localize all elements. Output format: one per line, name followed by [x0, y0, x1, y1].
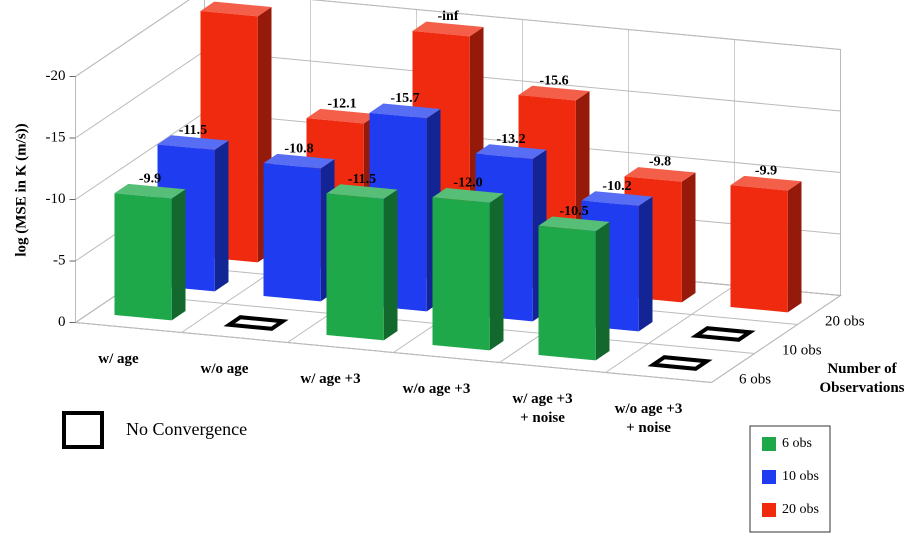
bar-top: [326, 184, 398, 199]
value-label: -inf: [226, 0, 247, 4]
grid-line: [75, 0, 841, 77]
value-label: -15.7: [390, 91, 419, 106]
y-tick-label: -5: [53, 252, 66, 268]
legend-swatch: [762, 470, 776, 484]
x-tick-label: w/ age: [98, 350, 139, 367]
x-tick-label: w/o age: [200, 360, 249, 377]
legend-label: 6 obs: [782, 436, 812, 451]
bar-top: [200, 1, 272, 17]
bar-top: [730, 175, 802, 191]
x-tick-label: w/o age +3 + noise: [614, 400, 683, 436]
y-tick-label: 0: [58, 314, 66, 330]
no-convergence-marker: [223, 315, 289, 331]
depth-tick-label: 6 obs: [739, 371, 771, 387]
bar-top: [263, 153, 335, 169]
bar-top: [412, 21, 484, 37]
no-convergence-marker: [647, 355, 713, 371]
bar: [730, 185, 788, 313]
value-label: -11.5: [179, 123, 207, 138]
bar-side: [638, 196, 653, 332]
bar-side: [489, 193, 504, 351]
y-tick-label: -15: [46, 129, 66, 145]
bar-top: [432, 188, 504, 203]
legend-label: 10 obs: [782, 469, 819, 484]
bar-top: [114, 183, 186, 199]
y-tick-label: -20: [46, 68, 66, 84]
legend-swatch: [762, 503, 776, 517]
bar-side: [383, 189, 398, 341]
value-label: -13.2: [496, 132, 525, 147]
no-convergence-key: [62, 411, 104, 449]
value-label: -11.5: [348, 172, 376, 187]
bar-side: [681, 172, 696, 303]
x-tick-label: w/o age +3: [402, 380, 471, 397]
bar-side: [787, 181, 802, 313]
bar: [538, 225, 596, 361]
bar-side: [171, 189, 186, 321]
legend-label: 20 obs: [782, 502, 819, 517]
value-label: -9.9: [139, 171, 161, 186]
x-tick-label: w/ age +3 + noise: [512, 390, 573, 426]
bar-top: [369, 103, 441, 119]
legend-swatch: [762, 437, 776, 451]
y-tick-label: -10: [46, 191, 66, 207]
no-convergence-label: No Convergence: [126, 419, 247, 439]
bar: [432, 197, 490, 351]
bar-top: [538, 216, 610, 232]
value-label: -inf: [438, 9, 459, 24]
depth-axis-title: Number of Observations: [819, 361, 905, 396]
bar-top: [157, 135, 229, 150]
bar-side: [214, 140, 229, 292]
value-label: -10.2: [602, 179, 631, 194]
depth-tick-label: 20 obs: [825, 313, 865, 329]
floor-grid-line: [711, 295, 841, 383]
value-label: -10.5: [559, 204, 588, 219]
bar-top: [475, 144, 547, 159]
value-label: -10.8: [284, 141, 313, 156]
bar-top: [518, 85, 590, 101]
bar-side: [595, 221, 610, 361]
value-label: -12.1: [327, 96, 356, 111]
no-convergence-marker: [690, 326, 756, 342]
value-label: -12.0: [453, 176, 482, 191]
bar: [263, 163, 321, 302]
x-tick-label: w/ age +3: [300, 370, 361, 387]
value-label: -15.6: [539, 73, 568, 88]
floor-grid-line: [605, 285, 735, 373]
bar-top: [306, 108, 378, 124]
bar-top: [624, 167, 696, 182]
bar: [114, 193, 172, 321]
floor-grid-line: [75, 322, 712, 383]
y-axis-title: log (MSE in K (m/s)): [13, 123, 29, 256]
value-label: -9.8: [649, 155, 671, 170]
bar: [326, 193, 384, 341]
bar-top: [581, 191, 653, 206]
depth-tick-label: 10 obs: [782, 342, 822, 358]
value-label: -9.9: [755, 163, 777, 178]
